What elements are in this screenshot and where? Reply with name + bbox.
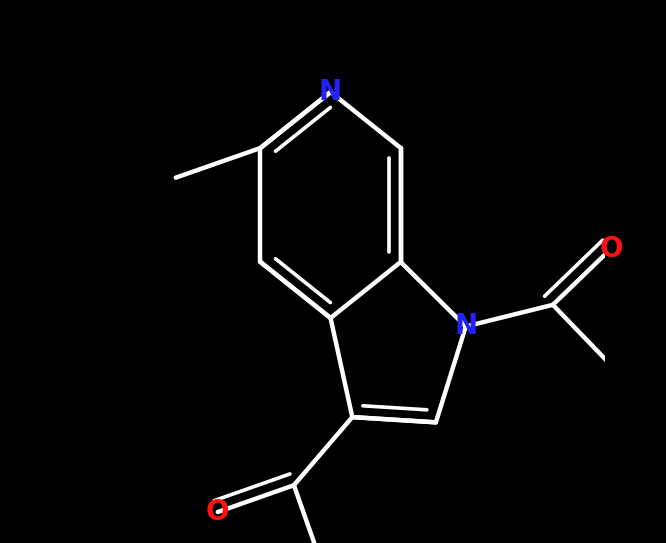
Text: N: N xyxy=(319,78,342,106)
Text: O: O xyxy=(599,235,623,263)
Text: N: N xyxy=(454,312,478,340)
Text: O: O xyxy=(206,498,230,526)
